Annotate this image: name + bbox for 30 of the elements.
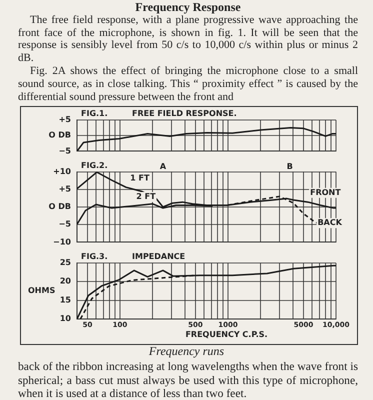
text: B — [286, 162, 293, 171]
text: A — [160, 162, 167, 171]
y-tick-label: +5 — [58, 115, 72, 124]
y-tick-label: 20 — [60, 276, 72, 286]
text: Frequency runs — [148, 344, 226, 359]
text: back of the ribbon increasing at long wavelengths when the wave front is spherical; a bass cut must always be used with this type of microphone, when it is used at a distance of less than two feet. — [18, 360, 358, 400]
text: Frequency Response — [134, 0, 242, 14]
y-tick-label: +10 — [53, 166, 72, 176]
chart-subtitle: FREE FIELD RESPONSE. — [132, 109, 237, 118]
chart-title: FIG.3. — [81, 252, 108, 262]
chart-title: FIG.1. — [81, 109, 108, 118]
y-tick-label: −10 — [53, 237, 72, 246]
series-label: 2 FT — [136, 192, 156, 202]
chart-title: FIG.2. — [81, 160, 108, 170]
y-tick-label: O DB — [48, 130, 71, 140]
y-axis-title: OHMS — [28, 286, 56, 296]
y-tick-label: −5 — [58, 220, 72, 229]
y-tick-label: O DB — [48, 202, 71, 212]
text: The free field response, with a plane progressive wave approaching the front face of the microphone, is shown in fig. 1. It will be seen that the response is sensibly level from 50 c/s to 10,000 c/s within plus or minus 2 dB. — [18, 14, 358, 65]
chart-subtitle: IMPEDANCE — [132, 252, 186, 262]
y-tick-label: 25 — [60, 258, 72, 268]
y-tick-label: 10 — [60, 314, 72, 324]
annotation: FRONT — [310, 188, 342, 197]
caption: Fig. 2A shows the effect of bringing the microphone close to a small sound source, as in close talking. This “ proximity effect ” is caused by the differential sound pressure between the front and — [18, 64, 358, 104]
series-label: BACK — [318, 218, 343, 228]
y-tick-label: +5 — [58, 184, 72, 194]
y-tick-label: 15 — [60, 295, 72, 304]
y-tick-label: −5 — [58, 146, 72, 156]
x-axis-title: FREQUENCY C.P.S. — [185, 330, 268, 340]
series-label: 1 FT — [130, 173, 150, 182]
